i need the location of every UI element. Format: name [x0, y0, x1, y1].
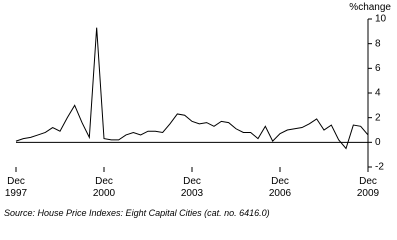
x-tick-label: Dec 2006: [268, 176, 292, 199]
y-tick-label: 2: [375, 112, 381, 123]
x-tick-label: Dec 2003: [180, 176, 204, 199]
x-tick-label: Dec 1997: [4, 176, 28, 199]
y-tick-label: -2: [375, 162, 384, 173]
y-tick-label: 8: [375, 38, 381, 49]
y-tick-label: 6: [375, 63, 381, 74]
source-note: Source: House Price Indexes: Eight Capit…: [4, 208, 270, 218]
y-tick-label: 0: [375, 137, 381, 148]
x-tick-label: Dec 2009: [356, 176, 380, 199]
x-tick-label: Dec 2000: [92, 176, 116, 199]
y-tick-label: 10: [375, 14, 387, 25]
chart: -2 0 2 4 6 8 10 %change Source: House Price In…: [4, 2, 391, 218]
y-axis-label: %change: [349, 2, 391, 13]
y-tick-label: 4: [375, 88, 381, 99]
plot: -2 0 2 4 6 8 10: [15, 14, 387, 173]
data-line: [15, 27, 369, 150]
